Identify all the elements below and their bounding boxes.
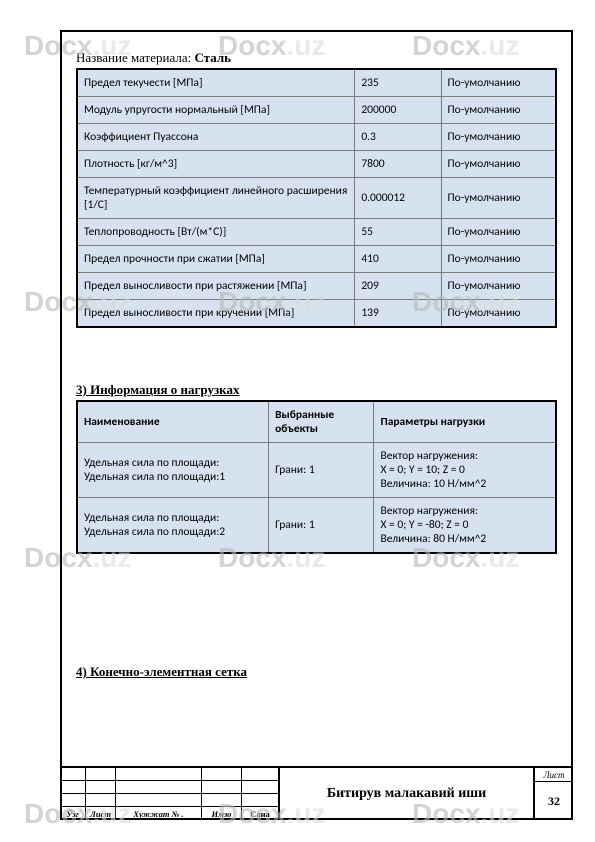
tb-header: Лист (86, 807, 116, 820)
text: Удельная сила по площади: (84, 456, 219, 470)
table-row: Предел текучести [МПа]235По-умолчанию (77, 69, 556, 97)
table-row: Удельная сила по площади: Удельная сила … (77, 443, 556, 498)
cell: По-умолчанию (441, 219, 556, 246)
text: Вектор нагружения: (380, 504, 478, 518)
cell: Удельная сила по площади: Удельная сила … (77, 443, 269, 498)
cell: 200000 (355, 97, 441, 124)
text: Удельная сила по площади: (84, 511, 219, 525)
cell: По-умолчанию (441, 300, 556, 328)
tb-header: Сана (242, 807, 278, 820)
sheet-number: 32 (535, 782, 573, 820)
material-title: Название материала: Сталь (76, 50, 557, 66)
tb-header: Ўзг (60, 807, 86, 820)
text: Удельная сила по площади:1 (84, 470, 225, 484)
material-name: Сталь (194, 50, 231, 65)
cell: 55 (355, 219, 441, 246)
cell: Плотность [кг/м^3] (77, 151, 355, 178)
cell: Предел выносливости при растяжении [МПа] (77, 273, 355, 300)
table-row: Модуль упругости нормальный [МПа]200000П… (77, 97, 556, 124)
cell: Предел текучести [МПа] (77, 69, 355, 97)
table-row: Температурный коэффициент линейного расш… (77, 178, 556, 219)
tb-header: Имзо (202, 807, 242, 820)
cell: 209 (355, 273, 441, 300)
table-row: Предел прочности при сжатии [МПа]410По-у… (77, 246, 556, 273)
cell: По-умолчанию (441, 151, 556, 178)
cell: Теплопроводность [Вт/(м*С)] (77, 219, 355, 246)
cell: По-умолчанию (441, 178, 556, 219)
table-row: Теплопроводность [Вт/(м*С)]55По-умолчани… (77, 219, 556, 246)
table-header-row: Наименование Выбранные объекты Параметры… (77, 401, 556, 443)
section4-heading: 4) Конечно-элементная сетка (76, 664, 557, 680)
cell: Предел прочности при сжатии [МПа] (77, 246, 355, 273)
table-row: Плотность [кг/м^3]7800По-умолчанию (77, 151, 556, 178)
cell: Предел выносливости при кручении [МПа] (77, 300, 355, 328)
cell: 0.3 (355, 124, 441, 151)
cell: По-умолчанию (441, 124, 556, 151)
col-header: Выбранные объекты (269, 401, 374, 443)
text: Вектор нагружения: (380, 449, 478, 463)
cell: По-умолчанию (441, 97, 556, 124)
loads-table: Наименование Выбранные объекты Параметры… (76, 400, 557, 554)
table-row: Предел выносливости при кручении [МПа]13… (77, 300, 556, 328)
text: Величина: 10 Н/мм^2 (380, 477, 486, 491)
text: X = 0; Y = 10; Z = 0 (380, 463, 464, 477)
section3-heading: 3) Информация о нагрузках (76, 382, 557, 398)
cell: Коэффициент Пуассона (77, 124, 355, 151)
table-row: Коэффициент Пуассона0.3По-умолчанию (77, 124, 556, 151)
cell: Грани: 1 (269, 443, 374, 498)
material-table: Предел текучести [МПа]235По-умолчанию Мо… (76, 68, 557, 328)
cell: Температурный коэффициент линейного расш… (77, 178, 355, 219)
sheet-label: Лист (535, 768, 573, 782)
cell: 7800 (355, 151, 441, 178)
cell: Модуль упругости нормальный [МПа] (77, 97, 355, 124)
cell: 139 (355, 300, 441, 328)
table-row: Удельная сила по площади: Удельная сила … (77, 498, 556, 554)
cell: Вектор нагружения: X = 0; Y = 10; Z = 0 … (374, 443, 556, 498)
text: Удельная сила по площади:2 (84, 525, 225, 539)
tb-header: Хужжат № . (116, 807, 202, 820)
cell: Грани: 1 (269, 498, 374, 554)
material-label: Название материала: (76, 50, 191, 65)
title-block: Ўзг Лист Хужжат № . Имзо Сана Битирув ма… (60, 766, 573, 820)
col-header: Наименование (77, 401, 269, 443)
titleblock-title: Битирув малакавий иши (278, 768, 535, 820)
cell: Вектор нагружения: X = 0; Y = -80; Z = 0… (374, 498, 556, 554)
col-header: Параметры нагрузки (374, 401, 556, 443)
content-area: Название материала: Сталь Предел текучес… (62, 32, 571, 680)
text: Величина: 80 Н/мм^2 (380, 532, 486, 546)
cell: 235 (355, 69, 441, 97)
cell: Удельная сила по площади: Удельная сила … (77, 498, 269, 554)
cell: 0.000012 (355, 178, 441, 219)
table-row: Предел выносливости при растяжении [МПа]… (77, 273, 556, 300)
cell: 410 (355, 246, 441, 273)
page-frame: Название материала: Сталь Предел текучес… (60, 30, 573, 820)
cell: По-умолчанию (441, 246, 556, 273)
cell: По-умолчанию (441, 273, 556, 300)
titleblock-left: Ўзг Лист Хужжат № . Имзо Сана (60, 768, 278, 820)
text: X = 0; Y = -80; Z = 0 (380, 518, 468, 532)
cell: По-умолчанию (441, 69, 556, 97)
titleblock-right: Лист 32 (535, 768, 573, 820)
